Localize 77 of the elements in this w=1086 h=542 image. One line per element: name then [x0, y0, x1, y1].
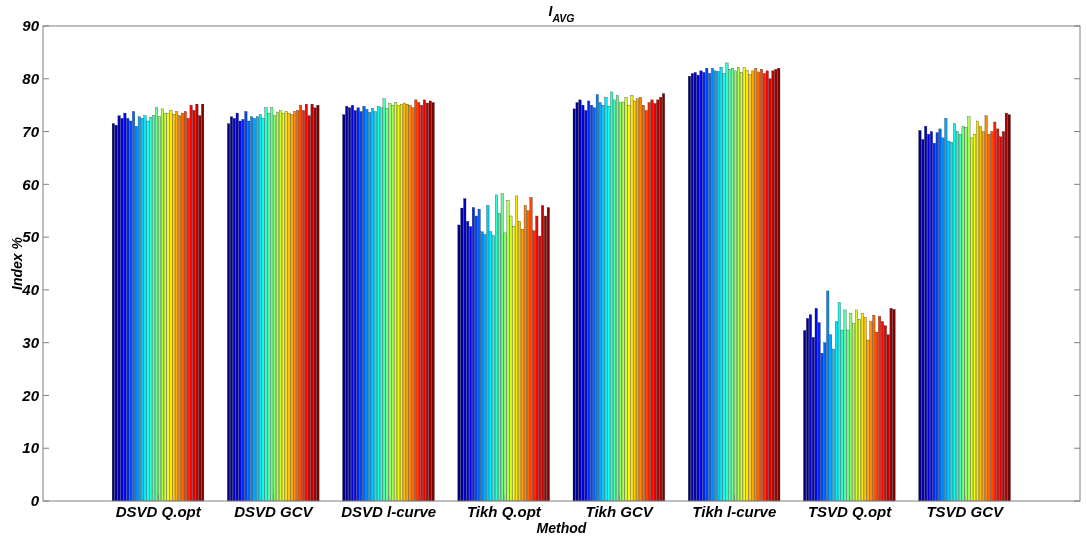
bar — [546, 207, 550, 502]
bar — [610, 91, 614, 502]
bar — [587, 100, 591, 502]
chart-title: I$_{AVG}$ — [548, 3, 575, 24]
bar — [806, 318, 809, 502]
bar — [304, 103, 308, 502]
bar — [189, 105, 193, 502]
bar — [500, 193, 504, 502]
bar — [837, 302, 841, 502]
bar — [624, 97, 628, 502]
bar — [132, 111, 135, 502]
bar — [244, 111, 248, 502]
bar — [382, 98, 386, 502]
bar — [984, 115, 988, 502]
bar — [310, 103, 314, 502]
bar — [918, 130, 922, 502]
x-tick-label: DSVD l-curve — [341, 503, 437, 520]
bar — [826, 290, 830, 502]
bar — [235, 112, 239, 502]
x-tick-label: TSVD Q.opt — [807, 503, 893, 520]
bar — [541, 205, 544, 502]
bar — [463, 198, 467, 502]
bar — [264, 107, 268, 502]
y-tick-label: 10 — [22, 439, 40, 457]
y-tick-label: 40 — [21, 281, 40, 299]
bar — [855, 309, 858, 502]
bar — [719, 67, 723, 502]
y-tick-label: 60 — [22, 175, 40, 193]
x-axis-title: Method — [536, 520, 587, 536]
bar — [938, 128, 942, 502]
bar — [883, 325, 887, 502]
x-tick-label: Tikh Q.opt — [466, 503, 542, 520]
bar — [653, 103, 657, 502]
bar — [944, 118, 948, 502]
bar — [595, 94, 599, 502]
bar — [535, 215, 539, 502]
bar — [993, 121, 997, 502]
bar — [160, 108, 164, 502]
bar — [748, 74, 752, 502]
bar — [529, 197, 533, 502]
bar — [860, 312, 864, 502]
bar — [299, 105, 302, 502]
bar — [967, 116, 971, 502]
bar — [486, 205, 490, 502]
bar — [477, 208, 481, 502]
bar — [976, 120, 979, 502]
bar — [849, 313, 853, 502]
bar — [195, 103, 199, 502]
bar — [506, 200, 510, 502]
y-tick-label: 70 — [22, 122, 40, 140]
bar — [872, 315, 876, 502]
bar — [924, 126, 928, 502]
bar — [201, 103, 205, 502]
x-tick-label: Tikh GCV — [585, 503, 655, 520]
bar — [662, 93, 665, 502]
bar — [725, 62, 729, 502]
x-tick-label: DSVD GCV — [234, 503, 315, 520]
bar — [515, 195, 519, 502]
bar — [523, 205, 527, 502]
bar — [155, 107, 158, 502]
y-tick-label: 90 — [22, 17, 40, 35]
bar — [270, 107, 274, 502]
y-tick-label: 0 — [30, 492, 40, 510]
bar — [630, 95, 634, 502]
y-tick-label: 30 — [22, 333, 40, 351]
x-tick-label: TSVD GCV — [926, 503, 1006, 520]
x-tick-label: Tikh l-curve — [692, 503, 777, 520]
bar — [705, 68, 709, 502]
bar — [123, 112, 127, 502]
y-tick-label: 80 — [22, 70, 40, 88]
bar — [935, 132, 939, 502]
x-tick-label: DSVD Q.opt — [115, 503, 202, 520]
y-tick-label: 20 — [21, 386, 40, 404]
bar — [843, 309, 847, 502]
bar — [814, 308, 818, 502]
bar — [604, 97, 608, 502]
bar — [878, 316, 881, 502]
